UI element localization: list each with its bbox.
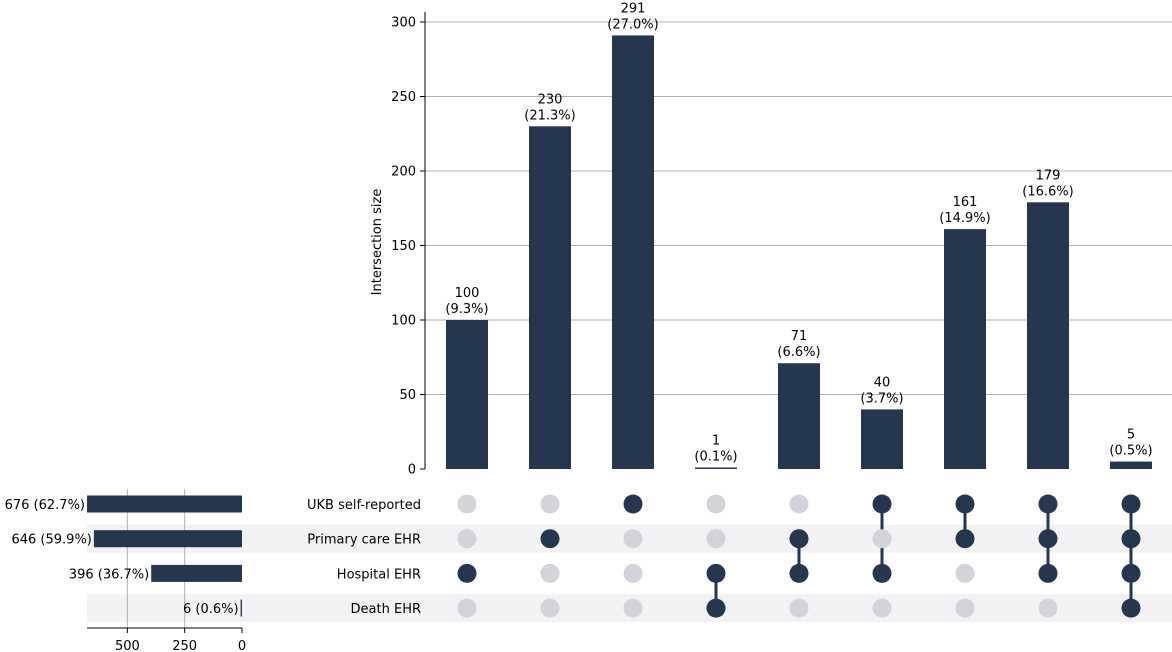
set-size-label: 646 (59.9%) — [11, 533, 91, 548]
intersection-bar — [861, 409, 903, 469]
matrix-dot-inactive — [1038, 598, 1058, 618]
bar-value-label: 1 — [712, 434, 720, 449]
intersection-bar — [529, 126, 571, 470]
bar-value-label: 161 — [953, 195, 978, 210]
y-tick-label: 300 — [391, 16, 416, 31]
set-size-bar — [240, 599, 242, 617]
bar-value-label: 40 — [874, 375, 891, 390]
set-size-tick-label: 250 — [172, 639, 197, 652]
bar-value-label: 5 — [1127, 428, 1135, 443]
set-size-axis: 500 250 0 — [87, 627, 246, 652]
y-tick-label: 0 — [408, 463, 416, 478]
intersection-bar — [612, 35, 654, 469]
matrix-dot-active — [706, 598, 726, 618]
matrix-dot-active — [1121, 598, 1141, 618]
set-size-label: 6 (0.6%) — [183, 602, 239, 617]
set-size-bar — [93, 530, 243, 548]
set-names: UKB self-reported Primary care EHR Hospita… — [307, 498, 421, 617]
matrix-dot-active — [540, 529, 560, 549]
intersection-bars — [446, 35, 1152, 470]
bar-percent-label: (0.1%) — [694, 450, 737, 465]
set-name-label: Hospital EHR — [337, 567, 421, 582]
set-size-tick-label: 0 — [238, 639, 246, 652]
set-name-label: UKB self-reported — [307, 498, 421, 513]
intersection-bar — [1110, 461, 1152, 469]
intersection-matrix — [457, 494, 1141, 618]
matrix-dot-inactive — [955, 598, 975, 618]
y-axis-label: Intersection size — [370, 189, 385, 296]
bar-value-label: 100 — [455, 286, 480, 301]
matrix-dot-active — [1121, 494, 1141, 514]
matrix-dot-active — [623, 494, 643, 514]
matrix-dot-inactive — [706, 494, 726, 514]
matrix-dot-active — [789, 529, 809, 549]
matrix-dot-active — [457, 563, 477, 583]
intersection-bar-labels: 100(9.3%) 230(21.3%) 291(27.0%) 1(0.1%) 71(6… — [445, 1, 1152, 464]
matrix-dot-active — [955, 494, 975, 514]
set-size-bar — [87, 495, 242, 513]
matrix-dot-inactive — [789, 494, 809, 514]
intersection-bar — [778, 363, 820, 469]
intersection-bar — [695, 467, 737, 469]
matrix-dot-active — [1038, 494, 1058, 514]
matrix-dot-active — [1121, 563, 1141, 583]
bar-percent-label: (14.9%) — [939, 211, 990, 226]
matrix-dot-active — [1038, 563, 1058, 583]
set-name-label: Primary care EHR — [307, 533, 421, 548]
set-size-tick-label: 500 — [115, 639, 140, 652]
bar-value-label: 71 — [791, 329, 808, 344]
set-name-label: Death EHR — [351, 602, 421, 617]
matrix-dot-inactive — [623, 563, 643, 583]
matrix-dot-inactive — [457, 598, 477, 618]
bar-percent-label: (3.7%) — [860, 391, 903, 406]
bar-percent-label: (6.6%) — [777, 345, 820, 360]
intersection-bar — [944, 229, 986, 469]
matrix-dot-inactive — [540, 598, 560, 618]
matrix-dot-active — [706, 563, 726, 583]
matrix-dot-inactive — [955, 563, 975, 583]
bar-percent-label: (16.6%) — [1022, 184, 1073, 199]
matrix-dot-inactive — [457, 494, 477, 514]
bar-percent-label: (0.5%) — [1109, 444, 1152, 459]
matrix-dot-inactive — [623, 529, 643, 549]
matrix-dot-inactive — [540, 494, 560, 514]
y-axis: 0 50 100 150 200 250 300 — [391, 12, 426, 478]
matrix-dot-active — [1038, 529, 1058, 549]
intersection-bar — [446, 320, 488, 469]
y-tick-label: 200 — [391, 165, 416, 180]
y-tick-label: 50 — [399, 388, 416, 403]
set-size-bars: 676 (62.7%) 646 (59.9%) 396 (36.7%) 6 (0.6%… — [5, 495, 243, 617]
set-size-bar — [151, 564, 242, 582]
matrix-dot-inactive — [623, 598, 643, 618]
matrix-dot-active — [872, 563, 892, 583]
matrix-dot-inactive — [706, 529, 726, 549]
bar-percent-label: (21.3%) — [524, 108, 575, 123]
matrix-dot-inactive — [872, 529, 892, 549]
matrix-dot-active — [955, 529, 975, 549]
intersection-bar — [1027, 202, 1069, 470]
set-size-label: 396 (36.7%) — [69, 567, 149, 582]
matrix-dot-active — [1121, 529, 1141, 549]
bar-percent-label: (27.0%) — [607, 17, 658, 32]
matrix-dot-inactive — [457, 529, 477, 549]
matrix-dot-active — [872, 494, 892, 514]
bar-value-label: 179 — [1036, 168, 1061, 183]
matrix-dot-inactive — [872, 598, 892, 618]
bar-value-label: 291 — [621, 1, 646, 16]
matrix-dot-inactive — [540, 563, 560, 583]
matrix-dot-inactive — [789, 598, 809, 618]
y-tick-label: 150 — [391, 239, 416, 254]
bar-percent-label: (9.3%) — [445, 302, 488, 317]
bar-value-label: 230 — [538, 92, 563, 107]
y-tick-label: 250 — [391, 90, 416, 105]
y-tick-label: 100 — [391, 314, 416, 329]
matrix-dot-active — [789, 563, 809, 583]
set-size-label: 676 (62.7%) — [5, 498, 85, 513]
